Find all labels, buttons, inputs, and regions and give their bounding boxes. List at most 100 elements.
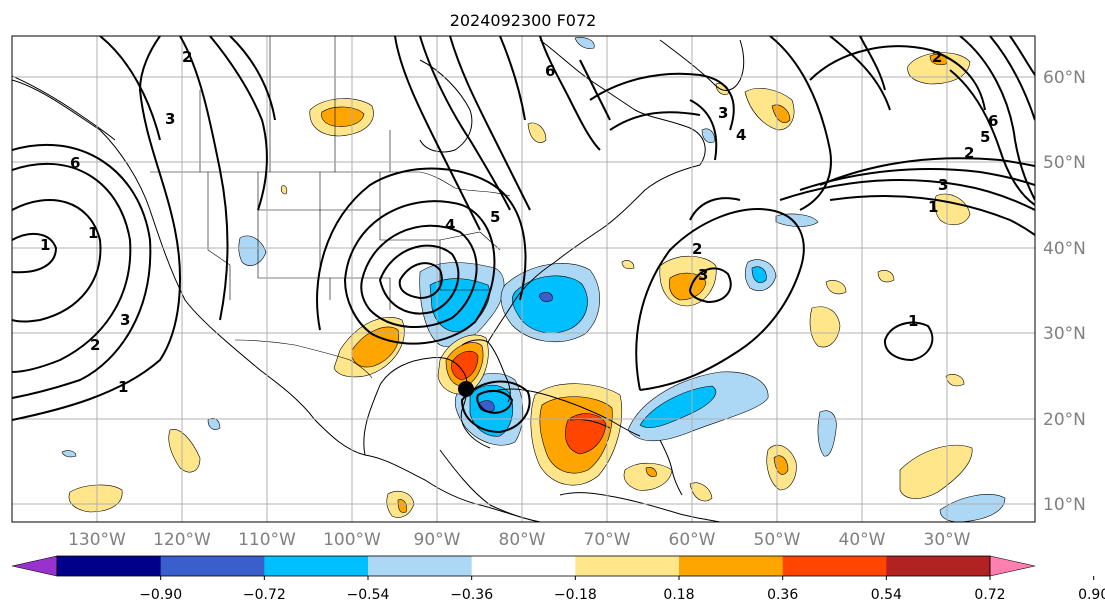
shade-orange-small-2 [877, 270, 895, 283]
colorbar-bin [782, 556, 887, 576]
contour-small-low [883, 321, 934, 362]
coastline-central-america [439, 449, 541, 522]
latitude-label: 60°N [1043, 68, 1086, 88]
map-title: 2024092300 F072 [450, 11, 597, 30]
coastline-alaska [12, 75, 116, 141]
contour-east-ridge-4 [1009, 36, 1035, 76]
shade-orange-pacific-3-core [397, 499, 407, 513]
contour-label: 2 [90, 336, 100, 354]
contour-label: 1 [908, 312, 918, 330]
contour-label: 3 [165, 110, 175, 128]
contour-label: 1 [88, 224, 98, 242]
colorbar-frame [56, 555, 991, 577]
shade-orange-texas-core [351, 326, 400, 368]
contour-trough-gulf-2 [378, 244, 460, 315]
contour-east-band-1 [779, 179, 1035, 211]
contour-cuba-2 [460, 380, 531, 434]
contour-cuba-1 [476, 389, 514, 414]
colorbar-bin [368, 556, 473, 576]
contour-label-layer: 6 1 2 3 1 1 2 3 4 5 6 2 3 4 5 6 1 2 3 3 … [40, 48, 998, 396]
shade-orange-pacific-1 [168, 429, 201, 473]
colorbar-tick-label: 0.72 [974, 587, 1005, 603]
longitude-label: 130°W [68, 530, 126, 550]
contour-north-atlantic-2 [609, 111, 701, 131]
coastline-florida-east [461, 339, 511, 403]
shading-layer [61, 37, 1006, 522]
shade-orange-bahamas [689, 482, 713, 502]
contour-label: 5 [490, 208, 500, 226]
latitude-label: 10°N [1043, 495, 1086, 515]
border-state-2 [257, 172, 321, 270]
shade-orange-small-1 [825, 280, 847, 295]
contour-east-ridge-3 [949, 69, 1035, 206]
colorbar-extend-high [989, 555, 1036, 577]
colorbar-bin [679, 556, 784, 576]
contour-pacific-low-2 [12, 199, 102, 323]
shade-blue-carolinas-core [511, 275, 588, 334]
shade-blue-small-2 [61, 450, 77, 458]
contour-label: 2 [932, 48, 942, 66]
longitude-axis: 130°W 120°W 110°W 100°W 90°W 80°W 70°W 6… [68, 530, 971, 550]
shade-orange-atlantic-south [623, 462, 673, 491]
shade-orange-east-3 [809, 306, 841, 348]
border-us-canada [150, 171, 511, 197]
contour-trough-north-3 [579, 59, 611, 121]
contour-east-1 [769, 36, 832, 211]
contour-trough-gulf-5 [316, 167, 527, 331]
shade-orange-east-2 [899, 444, 973, 499]
contour-trough-gulf-8 [449, 36, 531, 211]
colorbar-tick-label: 0.90 [1078, 587, 1105, 603]
contour-trough-gulf-4 [343, 200, 496, 345]
border-state-1 [207, 172, 231, 300]
longitude-label: 50°W [754, 530, 801, 550]
shade-orange-small-6 [280, 185, 288, 195]
map-area: 6 1 2 3 1 1 2 3 4 5 6 2 3 4 5 6 1 2 3 3 … [12, 36, 1035, 522]
contour-label: 6 [70, 154, 80, 172]
contour-pacific-low-4 [12, 143, 152, 399]
storm-center-marker [458, 381, 474, 397]
shade-orange-small-4 [621, 260, 635, 270]
colorbar-bin [57, 556, 162, 576]
shade-orange-labrador [527, 122, 547, 143]
contour-ridge-west-2 [209, 36, 268, 211]
contour-trough-north-2 [539, 36, 601, 151]
contour-ridge-west-3 [229, 36, 276, 121]
colorbar: −0.90 −0.72 −0.54 −0.36 −0.18 0.18 0.36 0.54 0.7… [11, 555, 1105, 603]
longitude-label: 30°W [924, 530, 971, 550]
shade-blue-atlantic-band-core [639, 385, 717, 428]
shade-blue-midatlantic-core [751, 266, 767, 283]
contour-label: 2 [964, 144, 974, 162]
latitude-label: 30°N [1043, 324, 1086, 344]
longitude-label: 40°W [839, 530, 886, 550]
colorbar-tick-label: 0.18 [663, 587, 694, 603]
shade-purple-carolinas [539, 292, 553, 302]
contour-pacific-low-6 [99, 36, 161, 141]
graticule [12, 36, 1035, 522]
contour-label: 4 [445, 216, 455, 234]
coastline-antilles [659, 439, 683, 496]
contour-label: 1 [118, 378, 128, 396]
shade-blue-east [817, 410, 837, 457]
coastline-canada-east [589, 79, 706, 166]
contour-atlantic-high-1 [635, 208, 805, 391]
colorbar-bin [886, 556, 991, 576]
contour-trough-gulf-7 [419, 36, 511, 211]
shade-orange-midatlantic-core [669, 272, 707, 301]
contour-north-atlantic-3 [689, 99, 718, 161]
colorbar-tick-label: 0.36 [767, 587, 798, 603]
shade-blue-nfld [701, 128, 715, 143]
contour-label: 6 [545, 62, 555, 80]
contour-label: 1 [928, 198, 938, 216]
shade-blue-southeast [939, 494, 1006, 522]
colorbar-tick-label: 0.54 [871, 587, 902, 603]
longitude-label: 60°W [669, 530, 716, 550]
contour-label: 1 [40, 236, 50, 254]
border-layer [150, 36, 511, 379]
contour-east-ridge-2 [989, 36, 1035, 121]
border-state-4 [257, 210, 331, 300]
contour-label: 2 [692, 240, 702, 258]
latitude-axis: 60°N 50°N 40°N 30°N 20°N 10°N [1043, 68, 1086, 515]
longitude-label: 90°W [414, 530, 461, 550]
colorbar-tick-label: −0.72 [243, 587, 286, 603]
